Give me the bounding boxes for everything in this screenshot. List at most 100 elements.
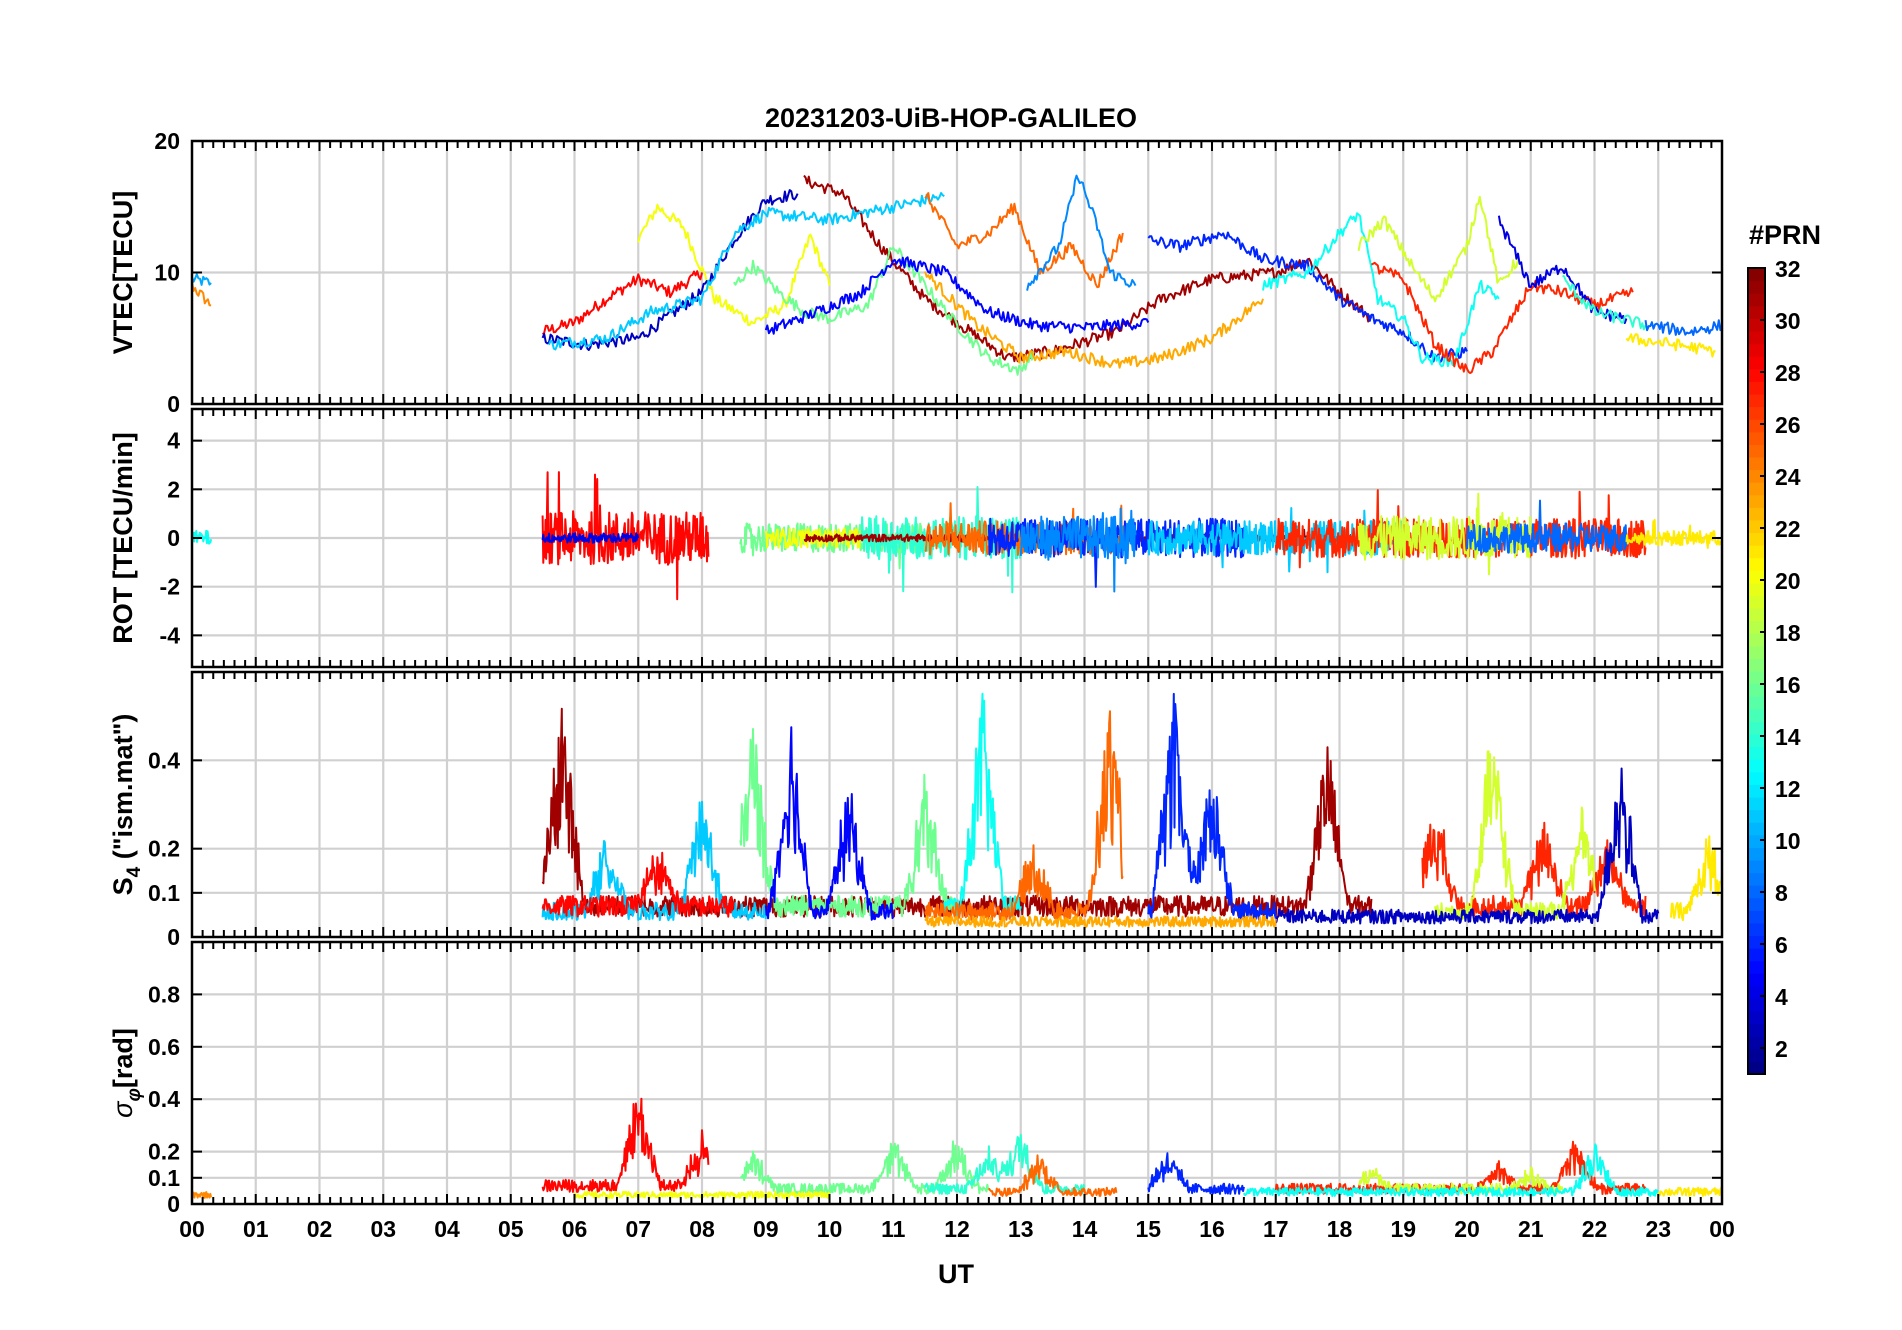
s4-trace-prn-23 [924,915,1277,928]
colorbar-swatch [1748,368,1765,382]
colorbar-swatch [1748,431,1765,445]
colorbar-swatch [1748,519,1765,534]
colorbar-swatch [1748,922,1765,937]
colorbar-swatch [1748,1011,1765,1025]
colorbar-tick-label: 6 [1775,932,1788,958]
s4-trace-prn-27 [1421,821,1647,918]
colorbar-swatch [1748,595,1765,609]
s4-y-tick-label: 0.1 [148,880,180,906]
x-tick-label: 00 [179,1216,205,1242]
colorbar-swatch [1748,494,1765,508]
colorbar-swatch [1748,1048,1765,1063]
colorbar-swatch [1748,381,1765,395]
colorbar-swatch [1748,393,1765,408]
vtec-trace-prn-25 [924,192,1124,289]
s4-y-tick-label: 0 [167,924,180,950]
rot-y-tick-label: 2 [167,476,180,502]
colorbar-swatch [1748,293,1765,307]
colorbar-swatch [1748,859,1765,874]
colorbar-swatch [1748,343,1765,357]
colorbar-swatch [1748,444,1765,458]
x-tick-label: 08 [689,1216,715,1242]
vtec-y-tick-label: 0 [167,391,180,417]
vtec-trace-prn-5 [764,256,1150,335]
x-tick-label: 13 [1008,1216,1034,1242]
sigma-trace-prn-28 [541,1097,710,1193]
vtec-trace-prn-31 [803,174,1373,363]
colorbar-tick-label: 18 [1775,620,1801,646]
sigma-y-axis-title: σφ[rad] [108,1028,145,1118]
vtec-trace-prn-14 [1562,274,1647,331]
x-axis-title: UT [938,1259,974,1289]
x-tick-label: 04 [434,1216,460,1242]
colorbar-swatch [1748,532,1765,546]
colorbar-tick-label: 14 [1775,724,1801,750]
colorbar-swatch [1748,318,1765,332]
colorbar-swatch [1748,683,1765,697]
colorbar-swatch [1748,658,1765,672]
panel-s4: 0 0.1 0.2 0.4S4 ("ism.mat") [108,670,1724,950]
rot-traces [192,471,1722,601]
s4-trace-prn-25 [924,710,1124,921]
panel-sigma: 00.10.2 0.4 0.6 0.8σφ[rad] [108,940,1724,1217]
x-tick-label: 06 [562,1216,588,1242]
s4-trace-prn-6 [1147,692,1277,921]
colorbar-swatch [1748,885,1765,899]
x-tick-label: 15 [1135,1216,1161,1242]
vtec-trace-prn-20 [637,203,831,327]
colorbar-swatch [1748,985,1765,1000]
sigma-y-tick-label: 0.6 [148,1034,180,1060]
s4-trace-prn-16 [739,728,958,918]
x-tick-label: 17 [1263,1216,1289,1242]
x-tick-label: 23 [1645,1216,1671,1242]
colorbar-swatch [1748,671,1765,685]
rot-y-tick-label: -2 [160,574,180,600]
colorbar-tick-label: 8 [1775,880,1788,906]
colorbar-swatch [1748,809,1765,823]
colorbar-swatch [1748,1036,1765,1050]
colorbar-tick-label: 10 [1775,828,1801,854]
colorbar-swatch [1748,582,1765,597]
colorbar-swatch [1748,1023,1765,1037]
colorbar-swatch [1748,557,1765,571]
colorbar-swatch [1748,960,1765,974]
vtec-y-axis-title: VTEC[TECU] [108,191,138,355]
x-tick-label: 03 [370,1216,396,1242]
x-tick-label: 05 [498,1216,524,1242]
colorbar-swatch [1748,822,1765,836]
sigma-y-tick-label: 0.4 [148,1086,180,1112]
x-tick-label: 09 [753,1216,779,1242]
rot-y-tick-label: -4 [160,622,181,648]
vtec-trace-prn-9 [1026,174,1137,291]
colorbar-swatch [1748,570,1765,584]
colorbar-tick-label: 2 [1775,1036,1788,1062]
colorbar-swatch [1748,796,1765,811]
colorbar-swatch [1748,708,1765,722]
panel-vtec: 0 10 20 VTEC[TECU] [108,128,1724,417]
colorbar-swatch [1748,948,1765,962]
colorbar-tick-label: 28 [1775,360,1801,386]
x-tick-label: 07 [625,1216,651,1242]
rot-trace-prn-8 [1466,499,1628,554]
rot-y-tick-label: 0 [167,525,180,551]
sigma-trace-prn-6 [1147,1152,1245,1195]
rot-trace-prn-4 [541,532,640,544]
rot-trace-prn-9 [1019,507,1137,593]
x-tick-label: 01 [243,1216,269,1242]
vtec-trace-prn-28 [541,270,703,336]
s4-trace-prn-3 [1274,767,1660,925]
colorbar-tick-label: 20 [1775,568,1801,594]
s4-y-tick-label: 0.2 [148,836,180,862]
colorbar-tick-label: 30 [1775,308,1801,334]
colorbar-swatch [1748,935,1765,949]
colorbar-swatch [1748,633,1765,647]
colorbar-swatch [1748,733,1765,748]
sigma-trace-prn-21 [1657,1186,1722,1197]
s4-y-tick-label: 0.4 [148,747,180,773]
colorbar-swatch [1748,645,1765,660]
colorbar-swatch [1748,910,1765,924]
vtec-trace-prn-11 [548,192,945,351]
colorbar-swatch [1748,268,1765,282]
